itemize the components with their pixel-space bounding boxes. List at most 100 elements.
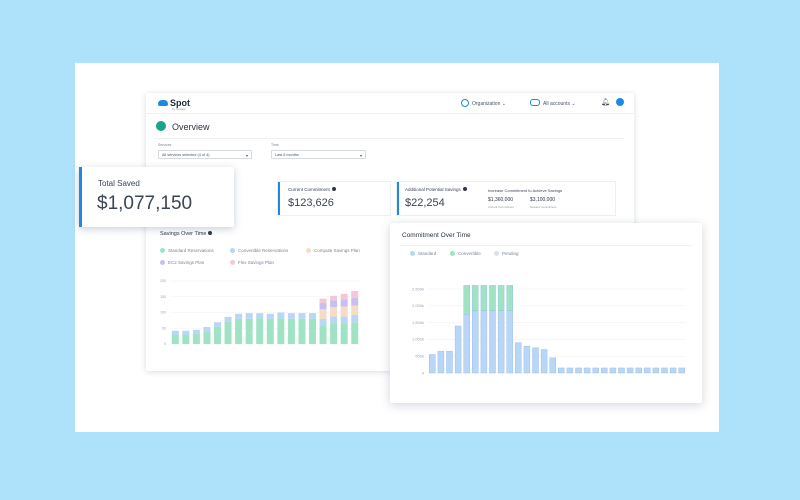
chart-bar	[566, 367, 574, 374]
chart-bar	[224, 321, 232, 344]
total-saved-label: Total Saved	[98, 179, 140, 188]
chart-bar	[309, 313, 316, 319]
services-filter-value: All services selected (4 of 4)	[162, 153, 210, 157]
legend-swatch	[410, 251, 415, 256]
legend-item[interactable]: Pending	[494, 251, 519, 256]
info-icon[interactable]	[331, 187, 336, 191]
cloud-accounts-icon	[530, 99, 540, 106]
additional-savings-label: Additional Potential Savings	[405, 187, 467, 192]
y-tick-label: 0	[422, 370, 425, 375]
legend-label: Pending	[502, 251, 519, 256]
legend-item[interactable]: Standard Reservations	[160, 248, 214, 253]
chart-bar	[626, 367, 634, 374]
chart-bar	[203, 331, 211, 344]
services-filter-select[interactable]: All services selected (4 of 4) ▾	[158, 150, 252, 159]
legend-swatch	[450, 251, 455, 256]
cloud-logo-icon	[158, 100, 168, 106]
chart-bar	[330, 300, 338, 308]
chart-bar	[351, 298, 359, 306]
legend-swatch	[230, 260, 235, 265]
legend-item[interactable]: Flex Savings Plan	[230, 260, 274, 265]
total-saved-value: $1,077,150	[97, 193, 193, 214]
chart-bar	[609, 367, 617, 374]
chart-bar	[340, 299, 348, 307]
chart-bar	[437, 350, 445, 374]
chart-bar	[497, 310, 505, 374]
legend-swatch	[160, 260, 165, 265]
legend-label: Flex Savings Plan	[238, 260, 275, 265]
legend-item[interactable]: Convertible	[450, 251, 481, 256]
chart-bar	[277, 318, 285, 344]
chart-bar	[472, 310, 479, 374]
chart-bar	[669, 367, 677, 374]
user-icon[interactable]	[616, 98, 624, 106]
total-saved-card[interactable]: Total Saved $1,077,150	[79, 167, 234, 227]
info-icon[interactable]	[462, 187, 467, 191]
chart-bar	[635, 367, 642, 374]
chart-bar	[245, 313, 253, 319]
legend-swatch	[160, 248, 165, 253]
chart-bar	[497, 285, 505, 312]
page-title: Overview	[172, 122, 210, 132]
current-commitment-card[interactable]: Current Commitment $123,626	[277, 181, 391, 216]
legend-item[interactable]: Compute Savings Plan	[306, 248, 360, 253]
chart-bar	[351, 305, 359, 316]
accounts-selector[interactable]: All accounts ⌄	[530, 99, 576, 107]
chart-bar	[171, 330, 179, 335]
chart-bar	[480, 285, 488, 312]
commitment-over-time-chart: 2,500k 2,000k 1,500k 1,000k 500k 0	[412, 285, 686, 375]
chart-bar	[489, 310, 496, 374]
chart-bar	[192, 333, 200, 344]
app-logo[interactable]: Spot	[158, 98, 190, 108]
chart-bar	[540, 349, 548, 374]
chart-bar	[523, 345, 531, 374]
chart-bar	[340, 323, 348, 344]
card-accent	[278, 182, 280, 215]
chart-bar	[287, 318, 295, 344]
chart-bar	[287, 313, 295, 319]
chart-bar	[330, 316, 338, 324]
time-filter-select[interactable]: Last 6 months ▾	[271, 150, 366, 159]
legend-swatch	[230, 248, 235, 253]
legend-item[interactable]: EC2 Savings Plan	[160, 260, 204, 265]
chart-bar	[182, 334, 190, 344]
chart-bar	[351, 291, 359, 299]
legend-swatch	[494, 251, 499, 256]
legend-item[interactable]: Convertible Reservations	[230, 248, 288, 253]
legend-label: Convertible Reservations	[238, 248, 289, 253]
y-tick-label: 1,000k	[412, 337, 424, 342]
chart-bar	[480, 310, 488, 374]
chart-bar	[330, 323, 338, 344]
legend-label: EC2 Savings Plan	[168, 260, 205, 265]
chart-bar	[575, 367, 582, 374]
chart-bar	[463, 314, 470, 374]
chevron-down-icon: ▾	[359, 153, 362, 158]
legend-label: Convertible	[458, 251, 481, 256]
chart-bar	[446, 350, 453, 374]
organization-icon	[461, 99, 469, 107]
savings-over-time-chart: 200 150 100 50 0	[160, 279, 360, 346]
legend-item[interactable]: Standard	[410, 251, 436, 256]
legend-label: Compute Savings Plan	[314, 248, 360, 253]
services-filter-label: Services	[158, 143, 172, 147]
chart-bar	[506, 310, 513, 374]
y-tick-label: 150	[160, 295, 166, 299]
organization-selector[interactable]: Organization ⌄	[461, 99, 506, 107]
commitment-over-time-card: Commitment Over Time Standard Convertibl…	[390, 223, 702, 403]
info-icon[interactable]	[208, 231, 213, 235]
chart-bar	[549, 357, 556, 374]
chart-bar	[298, 318, 306, 344]
savings-chart-title-text: Savings Over Time	[160, 231, 207, 237]
legend-swatch	[306, 248, 311, 253]
additional-savings-card[interactable]: Additional Potential Savings $22,254 Inc…	[396, 181, 616, 216]
chart-bar	[224, 316, 232, 322]
chart-bar	[171, 334, 179, 344]
chart-bar	[277, 312, 285, 319]
chart-bar	[319, 318, 327, 326]
chart-bar	[429, 354, 436, 374]
chevron-down-icon: ▾	[245, 153, 248, 158]
chart-bar	[266, 318, 274, 344]
card-accent	[397, 182, 399, 215]
divider	[154, 138, 624, 139]
bell-icon[interactable]: 🔔︎	[601, 99, 610, 106]
